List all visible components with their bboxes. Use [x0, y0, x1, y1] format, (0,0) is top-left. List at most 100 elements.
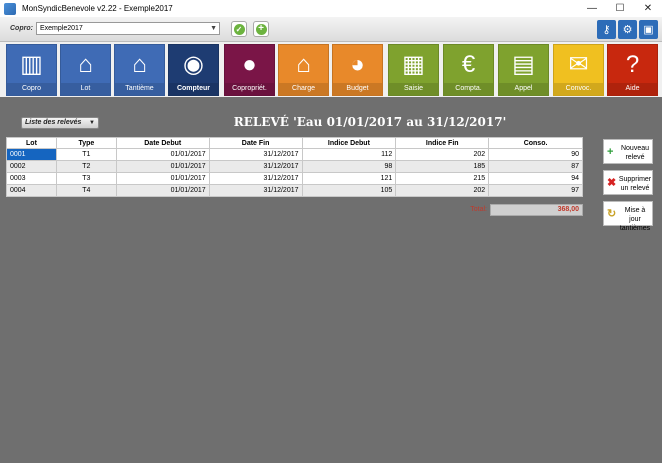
cell-indice-debut[interactable]: 105 [301, 184, 397, 197]
copro-select[interactable]: Exemple2017 ▼ [36, 22, 220, 35]
plus-icon: + [607, 146, 614, 158]
cell-indice-debut[interactable]: 112 [301, 148, 397, 161]
module-label: Aide [608, 83, 657, 95]
delete-releve-label: Supprimer un relevé [618, 176, 652, 192]
update-tantiemes-label: Mise à jour tantièmes [619, 207, 651, 232]
module-budget[interactable]: ◕ Budget [332, 44, 383, 96]
invoice-icon: ▤ [512, 51, 535, 78]
releve-list-dropdown[interactable]: Liste des relevés ▼ [21, 117, 99, 129]
module-label: Charge [279, 83, 328, 95]
window-title-bar: MonSyndicBenevole v2.22 - Exemple2017 — … [0, 0, 662, 17]
cell-indice-debut[interactable]: 98 [301, 160, 397, 173]
cell-indice-debut[interactable]: 121 [301, 172, 397, 185]
cell-type[interactable]: T1 [55, 148, 117, 161]
cell-conso[interactable]: 90 [488, 148, 583, 161]
cell-indice-fin[interactable]: 185 [395, 160, 490, 173]
cell-lot[interactable]: 0002 [6, 160, 57, 173]
key-button[interactable]: ⚷ [597, 20, 616, 39]
column-header-date-debut[interactable]: Date Debut [115, 137, 210, 149]
houses-icon: ⌂ [78, 51, 93, 78]
cell-lot[interactable]: 0003 [6, 172, 57, 185]
module-copro[interactable]: ▥ Copro [6, 44, 57, 96]
update-tantiemes-button[interactable]: ↻ Mise à jour tantièmes [603, 201, 653, 232]
minimize-button[interactable]: — [587, 3, 597, 14]
validate-copro-button[interactable]: ✓ [231, 21, 247, 37]
delete-releve-button[interactable]: ✖ Supprimer un relevé [603, 170, 653, 195]
column-header-type[interactable]: Type [55, 137, 117, 149]
chevron-down-icon: ▼ [210, 25, 217, 32]
cell-date-debut[interactable]: 01/01/2017 [115, 148, 210, 161]
cell-date-fin[interactable]: 31/12/2017 [208, 184, 303, 197]
module-compteur[interactable]: ◉ Compteur [168, 44, 219, 96]
settings-button[interactable]: ⚙ [618, 20, 637, 39]
module-compta[interactable]: € Compta. [443, 44, 494, 96]
cell-date-debut[interactable]: 01/01/2017 [115, 184, 210, 197]
close-button[interactable]: ✕ [643, 3, 653, 14]
copro-select-value: Exemple2017 [40, 25, 83, 32]
module-label: Convoc. [554, 83, 603, 95]
cell-date-fin[interactable]: 31/12/2017 [208, 148, 303, 161]
cell-date-debut[interactable]: 01/01/2017 [115, 172, 210, 185]
cell-type[interactable]: T4 [55, 184, 117, 197]
chart-icon: € [461, 51, 476, 78]
cell-indice-fin[interactable]: 202 [395, 148, 490, 161]
add-copro-button[interactable]: + [253, 21, 269, 37]
cell-lot[interactable]: 0004 [6, 184, 57, 197]
cell-indice-fin[interactable]: 215 [395, 172, 490, 185]
cell-lot[interactable]: 0001 [6, 148, 57, 161]
cell-conso[interactable]: 94 [488, 172, 583, 185]
cell-date-fin[interactable]: 31/12/2017 [208, 172, 303, 185]
module-label: Compta. [444, 83, 493, 95]
column-header-lot[interactable]: Lot [6, 137, 57, 149]
column-header-indice-fin[interactable]: Indice Fin [395, 137, 490, 149]
table-row[interactable]: 0001 T1 01/01/2017 31/12/2017 112 202 90 [6, 148, 583, 161]
check-icon: ✓ [233, 23, 245, 35]
module-lot[interactable]: ⌂ Lot [60, 44, 111, 96]
cell-type[interactable]: T3 [55, 172, 117, 185]
column-header-conso[interactable]: Conso. [488, 137, 583, 149]
save-icon: ▣ [643, 24, 654, 36]
cell-date-debut[interactable]: 01/01/2017 [115, 160, 210, 173]
top-tools: ⚷ ⚙ ▣ [597, 20, 658, 39]
cell-type[interactable]: T2 [55, 160, 117, 173]
module-label: Appel [499, 83, 548, 95]
table-row[interactable]: 0004 T4 01/01/2017 31/12/2017 105 202 97 [6, 184, 583, 197]
module-label: Tantième [115, 83, 164, 95]
new-releve-button[interactable]: + Nouveau relevé [603, 139, 653, 164]
envelope-icon: ✉ [568, 51, 589, 78]
table-header-row: Lot Type Date Debut Date Fin Indice Debu… [6, 137, 583, 149]
module-charge[interactable]: ⌂ Charge [278, 44, 329, 96]
module-label: Copro [7, 83, 56, 95]
total-label: Total: [470, 206, 487, 213]
module-coproprietaire[interactable]: ● Copropriét. [224, 44, 275, 96]
cell-conso[interactable]: 87 [488, 160, 583, 173]
module-aide[interactable]: ? Aide [607, 44, 658, 96]
pie-icon: ◕ [350, 51, 365, 78]
cell-indice-fin[interactable]: 202 [395, 184, 490, 197]
module-tantieme[interactable]: ⌂ Tantième [114, 44, 165, 96]
table-row[interactable]: 0003 T3 01/01/2017 31/12/2017 121 215 94 [6, 172, 583, 185]
page-title: RELEVÉ 'Eau 01/01/2017 au 31/12/2017' [233, 115, 507, 129]
module-label: Compteur [169, 83, 218, 95]
column-header-indice-debut[interactable]: Indice Debut [301, 137, 397, 149]
house-doc-icon: ⌂ [296, 51, 311, 78]
person-icon: ● [242, 51, 257, 78]
copro-label: Copro: [10, 25, 33, 32]
cell-conso[interactable]: 97 [488, 184, 583, 197]
module-label: Budget [333, 83, 382, 95]
question-icon: ? [625, 51, 640, 78]
save-button[interactable]: ▣ [639, 20, 658, 39]
table-row[interactable]: 0002 T2 01/01/2017 31/12/2017 98 185 87 [6, 160, 583, 173]
module-label: Saisie [389, 83, 438, 95]
keyboard-icon: ▦ [402, 51, 425, 78]
module-saisie[interactable]: ▦ Saisie [388, 44, 439, 96]
maximize-button[interactable]: ☐ [615, 3, 625, 14]
app-icon [4, 2, 16, 15]
releve-table: Lot Type Date Debut Date Fin Indice Debu… [6, 137, 583, 197]
column-header-date-fin[interactable]: Date Fin [208, 137, 303, 149]
module-convoc[interactable]: ✉ Convoc. [553, 44, 604, 96]
cell-date-fin[interactable]: 31/12/2017 [208, 160, 303, 173]
meter-icon: ◉ [183, 51, 204, 78]
module-appel[interactable]: ▤ Appel [498, 44, 549, 96]
x-icon: ✖ [607, 177, 617, 189]
